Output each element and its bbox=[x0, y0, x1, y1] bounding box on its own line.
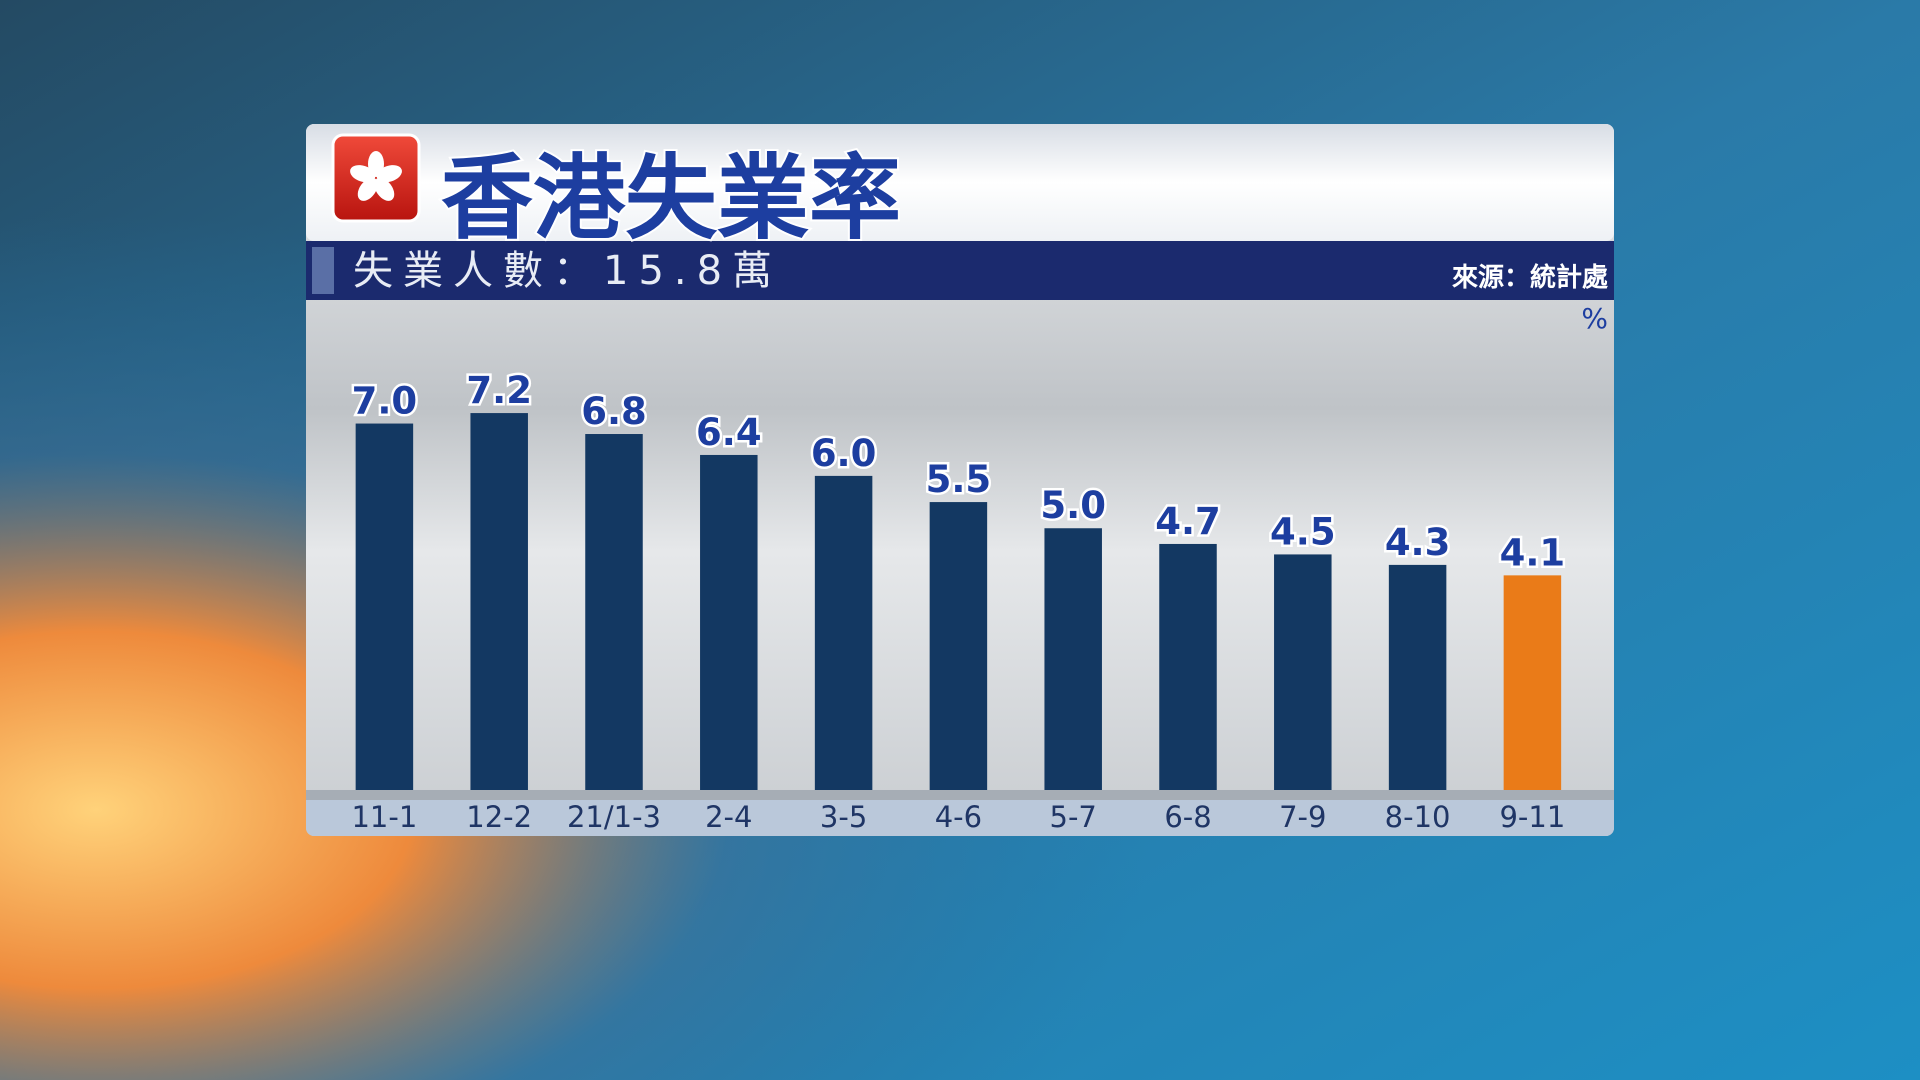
value-label: 6.0 bbox=[811, 432, 877, 475]
value-label: 7.2 bbox=[466, 369, 532, 412]
x-tick-label: 5-7 bbox=[1050, 800, 1097, 834]
axis-strip bbox=[306, 790, 1614, 800]
bar bbox=[1044, 528, 1102, 790]
bar bbox=[355, 423, 414, 790]
chart-subtitle: 失業人數：15.8萬 bbox=[353, 248, 782, 294]
bar bbox=[1388, 564, 1447, 790]
x-tick-label: 12-2 bbox=[466, 800, 532, 834]
unit-label: % bbox=[1581, 302, 1608, 335]
category-band bbox=[306, 800, 1614, 836]
bar bbox=[929, 502, 988, 790]
bar bbox=[1159, 543, 1217, 790]
x-tick-label: 9-11 bbox=[1499, 800, 1565, 834]
x-tick-label: 21/1-3 bbox=[567, 800, 661, 834]
flag-icon bbox=[331, 133, 421, 223]
bar bbox=[814, 475, 873, 790]
subtitle-marker bbox=[312, 247, 334, 294]
bar bbox=[585, 434, 643, 790]
x-tick-label: 3-5 bbox=[820, 800, 867, 834]
value-label: 5.5 bbox=[926, 458, 992, 501]
x-tick-label: 11-1 bbox=[351, 800, 417, 834]
value-label: 6.4 bbox=[696, 411, 762, 454]
x-tick-label: 2-4 bbox=[705, 800, 752, 834]
x-tick-label: 8-10 bbox=[1385, 800, 1451, 834]
source-note: 來源：統計處 bbox=[1452, 262, 1608, 293]
value-label: 4.1 bbox=[1500, 531, 1566, 574]
value-label: 6.8 bbox=[581, 390, 647, 433]
value-label: 4.7 bbox=[1155, 500, 1221, 543]
bar bbox=[1274, 554, 1332, 790]
value-label: 7.0 bbox=[352, 380, 418, 423]
title-band bbox=[306, 124, 1614, 241]
value-label: 4.3 bbox=[1385, 521, 1451, 564]
bar bbox=[700, 454, 758, 790]
bar bbox=[470, 413, 528, 790]
chart-title: 香港失業率 bbox=[441, 145, 901, 252]
value-label: 5.0 bbox=[1040, 484, 1106, 527]
subtitle-band bbox=[306, 241, 1614, 300]
x-tick-label: 7-9 bbox=[1279, 800, 1326, 834]
x-tick-label: 6-8 bbox=[1164, 800, 1211, 834]
value-label: 4.5 bbox=[1270, 510, 1336, 553]
x-tick-label: 4-6 bbox=[935, 800, 982, 834]
bar bbox=[1503, 575, 1562, 790]
